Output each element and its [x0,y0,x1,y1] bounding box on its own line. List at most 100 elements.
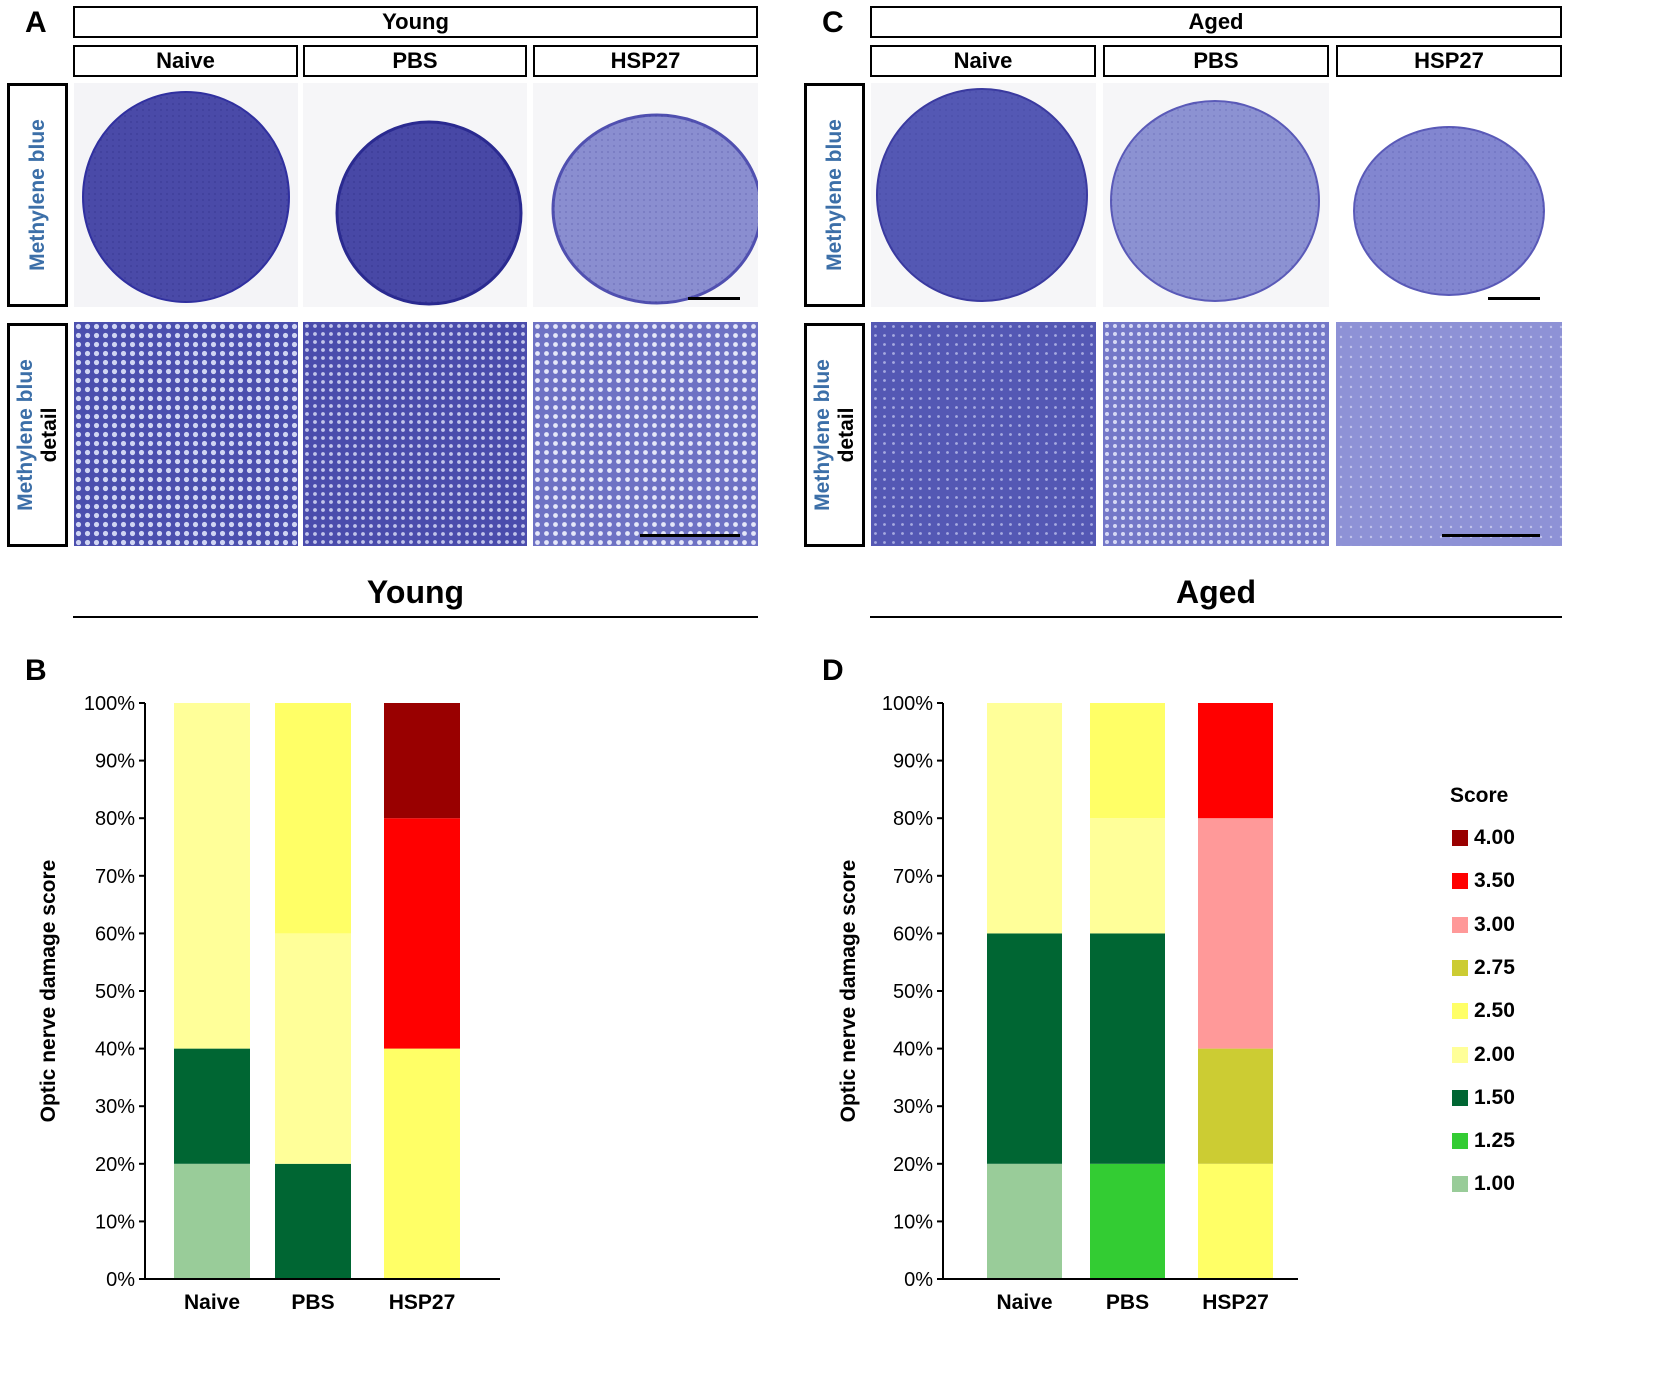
bar-segment-b-hsp27-4_00 [384,703,460,819]
aged-stacked-bar-chart: Naive PBS HSP27 0% 10% 20% 30% 40% 50% 60% 70% 80% 9… [837,693,1298,1314]
y-tick-label: 60% [893,923,933,945]
young-pbs-overview-micrograph [303,83,527,307]
panel-letter-c: C [822,6,844,39]
y-tick-label: 100% [882,693,933,715]
bar-segment-b-naive-1_00 [174,1163,250,1279]
young-naive-overview-micrograph [74,83,298,307]
young-naive-detail-micrograph [74,322,298,546]
legend-swatch [1452,830,1468,846]
bar-segment-d-hsp27-3_00 [1198,818,1273,1049]
legend-swatch [1452,1176,1468,1193]
y-tick-label: 0% [106,1269,135,1291]
aged-detail-scale-bar [1442,534,1540,537]
aged-pbs-detail-micrograph [1103,322,1329,546]
legend-item-2_00: 2.00 [1452,1043,1515,1067]
legend-swatch [1452,1089,1468,1106]
aged-row-label-overview-text: Methylene blue [822,119,846,271]
y-tick-label: 40% [893,1039,933,1061]
young-row-label-overview-text: Methylene blue [25,119,49,271]
y-tick-label: 80% [95,808,135,830]
aged-row-label-detail-text: Methylene blue detail [811,359,859,511]
aged-overview-scale-bar [1488,297,1540,300]
aged-detail-stain: Methylene blue [810,359,834,511]
y-tick-label: 50% [95,981,135,1003]
y-tick-label: 40% [95,1039,135,1061]
y-tick-label: 10% [95,1211,135,1233]
legend-item-2_50: 2.50 [1452,999,1515,1023]
bar-segment-d-pbs-2_00 [1090,818,1165,934]
y-tick-label: 80% [893,808,933,830]
legend-swatch [1452,1046,1468,1063]
y-tick-label: 0% [904,1269,933,1291]
legend-label: 3.50 [1474,869,1515,893]
aged-hsp27-overview-micrograph [1336,83,1562,307]
bar-segment-b-naive-1_50 [174,1048,250,1164]
aged-row-label-overview: Methylene blue [804,83,865,307]
y-tick-label: 30% [95,1096,135,1118]
aged-naive-overview-micrograph [871,83,1096,307]
aged-section-title: Aged [1176,574,1256,610]
x-tick-label-pbs: PBS [1106,1291,1149,1314]
young-overview-scale-bar [688,297,740,300]
young-hsp27-detail-micrograph [533,322,758,546]
bar-segment-d-hsp27-2_75 [1198,1048,1273,1164]
young-header-pbs: PBS [303,45,527,77]
legend-label: 1.00 [1474,1172,1515,1196]
young-section-title: Young [366,574,465,610]
aged-hsp27-detail-micrograph [1336,322,1562,546]
young-section-rule [73,616,758,618]
young-stacked-bar-chart: Naive PBS HSP27 0% 10% 20% 30% 40% 50% 60% 70% 80% 9… [37,693,500,1314]
aged-group-header: Aged [870,6,1562,38]
bar-segment-d-naive-1_50 [987,933,1062,1164]
legend-swatch [1452,1133,1468,1150]
y-tick-label: 90% [893,751,933,773]
y-tick-label: 30% [893,1096,933,1118]
young-hsp27-overview-micrograph [533,83,758,307]
y-axis-label: Optic nerve damage score [837,860,860,1123]
legend-item-4_00: 4.00 [1452,826,1515,850]
young-detail-scale-bar [640,534,740,537]
young-pbs-detail-micrograph [303,322,527,546]
legend-label: 1.25 [1474,1129,1515,1153]
bar-segment-d-naive-1_00 [987,1163,1062,1279]
bar-segment-d-pbs-1_50 [1090,933,1165,1164]
bar-segment-d-hsp27-3_50 [1198,703,1273,819]
aged-naive-detail-micrograph [871,322,1096,546]
bar-segment-b-pbs-2_50 [275,703,351,934]
y-tick-label: 20% [893,1154,933,1176]
young-group-header: Young [73,6,758,38]
legend-item-1_50: 1.50 [1452,1086,1515,1110]
legend-label: 3.00 [1474,912,1515,936]
y-tick-label: 70% [95,866,135,888]
x-tick-label-naive: Naive [996,1291,1052,1314]
legend-swatch [1452,1003,1468,1020]
young-row-label-detail: Methylene blue detail [7,323,68,547]
x-tick-label-pbs: PBS [291,1291,334,1314]
aged-header-hsp27: HSP27 [1336,45,1562,77]
legend-swatch [1452,916,1468,933]
bar-segment-b-naive-2_00 [174,703,250,1049]
score-legend: Score 4.00 3.50 3.00 2.75 2.50 2.00 1.50 1.25 1.… [1447,782,1627,1212]
bar-segment-b-hsp27-2_50 [384,1048,460,1279]
bar-segment-d-hsp27-2_50 [1198,1163,1273,1279]
y-tick-label: 70% [893,866,933,888]
legend-item-2_75: 2.75 [1452,956,1515,980]
bar-segment-d-pbs-2_50 [1090,703,1165,819]
aged-row-label-detail: Methylene blue detail [804,323,865,547]
y-tick-label: 100% [84,693,135,715]
aged-header-naive: Naive [870,45,1096,77]
legend-label: 1.50 [1474,1085,1515,1109]
legend-item-1_00: 1.00 [1452,1172,1515,1196]
y-axis-label: Optic nerve damage score [37,860,60,1123]
young-row-label-detail-text: Methylene blue detail [14,359,62,511]
panel-letter-b: B [25,654,47,687]
aged-section-rule [870,616,1562,618]
young-detail-stain: Methylene blue [13,359,37,511]
x-tick-label-naive: Naive [184,1291,240,1314]
legend-title: Score [1450,784,1509,807]
bar-segment-b-hsp27-3_50 [384,818,460,1049]
legend-item-1_25: 1.25 [1452,1129,1515,1153]
legend-item-3_50: 3.50 [1452,869,1515,893]
x-tick-label-hsp27: HSP27 [389,1291,456,1314]
panel-letter-d: D [822,654,844,687]
